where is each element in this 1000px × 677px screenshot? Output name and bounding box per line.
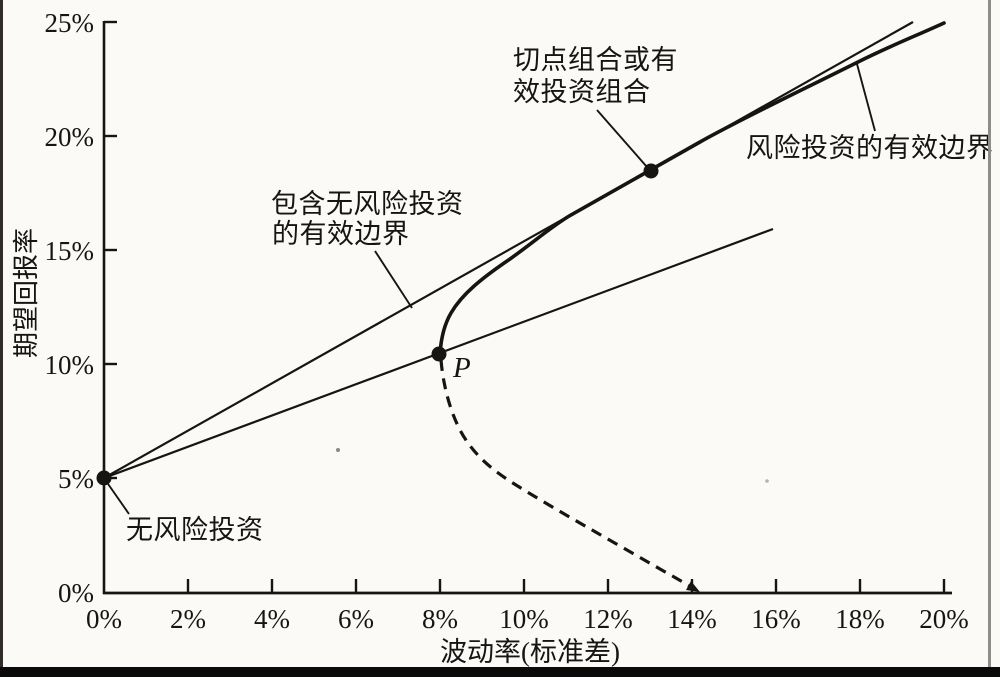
y-tick-10: 10% [44, 350, 95, 380]
x-tick-18: 18% [835, 604, 885, 634]
risk-free-label: 无风险投资 [126, 515, 264, 545]
right-edge-line [988, 0, 991, 670]
x-tick-12: 12% [583, 604, 633, 634]
cal-label-line1: 包含无风险投资 [271, 189, 464, 219]
x-tick-8: 8% [422, 604, 458, 634]
inefficient-frontier-dashed-curve [439, 359, 694, 590]
point-p-label: P [453, 352, 471, 384]
dashed-curve-arrowhead [686, 581, 700, 592]
y-tick-25: 25% [44, 8, 95, 38]
x-tick-2: 2% [170, 604, 206, 634]
point-p-dot [431, 346, 447, 362]
cal-label-leader [374, 250, 413, 309]
y-axis-title: 期望回报率 [12, 228, 41, 359]
risk-free-point-dot [96, 470, 112, 486]
x-tick-6: 6% [338, 604, 374, 634]
x-tick-16: 16% [751, 604, 801, 634]
x-tick-14: 14% [667, 604, 717, 634]
bottom-black-bar [0, 667, 1000, 677]
cal-tangent-line [103, 21, 914, 479]
y-tick-0: 0% [58, 578, 94, 608]
tangency-point-dot [643, 163, 659, 179]
x-tick-0: 0% [86, 604, 122, 634]
tangency-label-line2: 效投资组合 [513, 77, 651, 107]
cal-label-line2: 的有效边界 [272, 219, 410, 249]
left-edge-strip [0, 0, 3, 677]
speck-artifact [765, 479, 769, 483]
y-tick-5: 5% [58, 464, 94, 494]
risky-frontier-label-leader [856, 63, 876, 132]
x-tick-20: 20% [919, 604, 969, 634]
x-axis-title: 波动率(标准差) [440, 637, 620, 667]
y-axis-ticks [104, 20, 117, 480]
tangency-label-line1: 切点组合或有 [513, 45, 678, 75]
y-tick-15: 15% [44, 236, 95, 266]
y-tick-20: 20% [44, 122, 95, 152]
tangency-label-leader [596, 109, 648, 168]
x-axis-ticks [186, 579, 946, 593]
x-tick-10: 10% [499, 604, 549, 634]
risky-frontier-label: 风险投资的有效边界 [746, 133, 994, 163]
risky-efficient-frontier-curve [438, 21, 946, 356]
x-tick-4: 4% [254, 604, 290, 634]
speck-artifact [336, 448, 340, 452]
risk-free-label-leader [105, 480, 130, 515]
